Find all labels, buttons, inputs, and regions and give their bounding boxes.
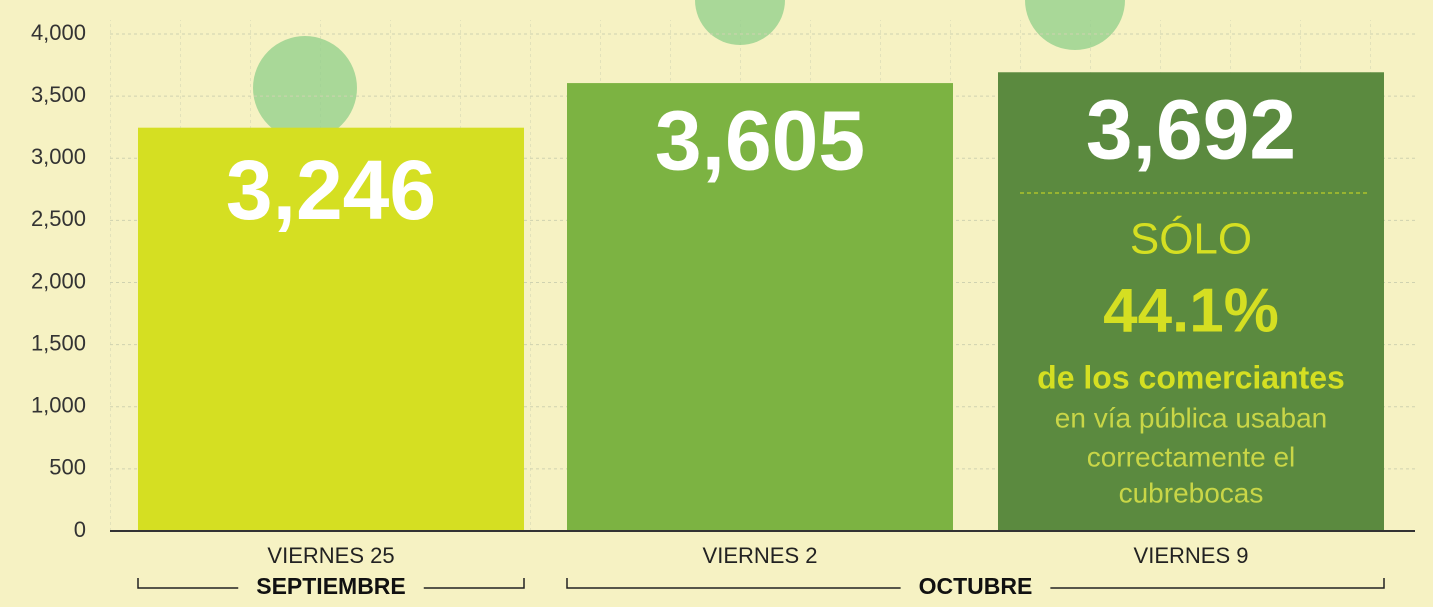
y-tick-label: 2,000 (31, 268, 86, 293)
value-label: 3,605 (655, 93, 865, 187)
value-label: 3,692 (1086, 82, 1296, 176)
y-tick-label: 3,500 (31, 82, 86, 107)
x-tick-label: VIERNES 2 (703, 543, 818, 568)
x-tick-label: VIERNES 25 (267, 543, 394, 568)
annotation: 44.1% (1103, 276, 1279, 345)
y-tick-label: 0 (74, 517, 86, 542)
y-tick-label: 1,000 (31, 393, 86, 418)
value-label: 3,246 (226, 143, 436, 237)
annotation: cubrebocas (1119, 477, 1264, 508)
annotation: correctamente el (1087, 441, 1296, 472)
group-label: OCTUBRE (919, 573, 1033, 599)
x-tick-label: VIERNES 9 (1134, 543, 1249, 568)
y-tick-label: 4,000 (31, 20, 86, 45)
chart: 0 500 1,000 1,500 2,000 2,500 3,000 3,500 4,000 3… (0, 0, 1433, 607)
annotation: en vía pública usaban (1055, 402, 1327, 433)
group-label: SEPTIEMBRE (256, 573, 406, 599)
y-tick-label: 2,500 (31, 206, 86, 231)
annotation: de los comerciantes (1037, 359, 1345, 395)
y-tick-label: 500 (49, 455, 86, 480)
y-tick-label: 1,500 (31, 330, 86, 355)
annotation: SÓLO (1130, 215, 1252, 264)
y-tick-label: 3,000 (31, 144, 86, 169)
